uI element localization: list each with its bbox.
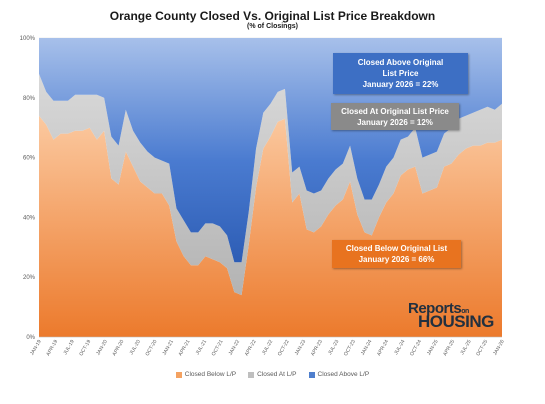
y-tick-label: 100% (20, 36, 36, 42)
y-tick-label: 80% (23, 96, 36, 102)
annotation-above: Closed Above Original List Price January… (333, 53, 468, 94)
annotation-at: Closed At Original List Price January 20… (331, 103, 459, 130)
x-tick-label: JUL-25 (459, 339, 472, 356)
legend-label-at: Closed At L/P (257, 371, 297, 378)
stacked-areas (39, 38, 502, 338)
x-tick-label: APR-22 (244, 339, 258, 357)
legend-item-above: Closed Above L/P (308, 371, 370, 378)
x-tick-label: JUL-22 (261, 339, 274, 356)
x-tick-label: OCT-23 (343, 339, 357, 357)
x-axis: JAN-19 APR-19 JUL-19 OCT-19 JAN-20 APR-20 JUL-… (29, 336, 506, 357)
legend-label-below: Closed Below L/P (184, 371, 237, 378)
chart-legend: Closed Below L/P Closed At L/P Closed Ab… (0, 371, 545, 378)
logo-word-housing: HOUSING (418, 312, 494, 331)
x-tick-label: JAN-25 (426, 339, 440, 357)
x-tick-label: APR-24 (376, 339, 390, 357)
x-tick-label: JUL-20 (129, 339, 142, 356)
x-tick-label: APR-19 (45, 339, 59, 357)
area-closed-above (39, 38, 502, 263)
area-closed-at (39, 73, 502, 296)
annotation-below: Closed Below Original List January 2026 … (332, 240, 461, 268)
x-tick-label: OCT-22 (277, 339, 291, 357)
annotation-at-line2: January 2026 = 12% (357, 117, 433, 127)
area-closed-below (39, 115, 502, 338)
x-tick-label: JAN-21 (161, 339, 175, 357)
y-tick-label: 40% (23, 215, 36, 221)
annotation-above-line3: January 2026 = 22% (362, 80, 439, 89)
x-tick-label: OCT-25 (475, 339, 489, 357)
y-tick-label: 60% (23, 156, 36, 162)
x-tick-label: JUL-23 (327, 339, 340, 356)
annotation-below-line1: Closed Below Original List (345, 244, 448, 253)
legend-label-above: Closed Above L/P (317, 371, 370, 378)
annotation-at-line1: Closed At Original List Price (341, 106, 449, 116)
x-tick-label: JUL-21 (195, 339, 208, 356)
x-tick-label: JAN-20 (95, 339, 109, 357)
legend-swatch-below (175, 371, 182, 378)
x-tick-label: APR-20 (111, 339, 125, 357)
legend-item-below: Closed Below L/P (175, 371, 237, 378)
reports-on-housing-logo: Reportson HOUSING (408, 300, 494, 332)
x-tick-label: JAN-26 (492, 339, 506, 357)
x-tick-label: OCT-20 (145, 339, 159, 357)
x-tick-label: APR-21 (178, 339, 192, 357)
logo-word-on: on (461, 308, 469, 315)
x-tick-label: JAN-19 (29, 339, 43, 357)
annotation-below-line2: January 2026 = 66% (358, 255, 435, 264)
x-tick-label: OCT-19 (78, 339, 92, 357)
x-tick-label: OCT-21 (211, 339, 225, 357)
legend-swatch-at (248, 371, 255, 378)
x-tick-label: JAN-23 (294, 339, 308, 357)
x-tick-label: JAN-24 (360, 339, 374, 357)
x-tick-label: APR-23 (310, 339, 324, 357)
annotation-above-line2: List Price (382, 69, 419, 78)
y-axis: 0% 20% 40% 60% 80% 100% (20, 36, 36, 341)
y-tick-label: 20% (23, 275, 36, 281)
annotation-above-line1: Closed Above Original (357, 58, 444, 67)
x-tick-label: JUL-19 (63, 339, 76, 356)
legend-swatch-above (308, 371, 315, 378)
y-tick-label: 0% (26, 335, 35, 341)
x-tick-label: OCT-24 (409, 339, 423, 357)
chart-title: Orange County Closed Vs. Original List P… (109, 9, 436, 23)
logo-word-reports: Reports (408, 300, 462, 317)
x-tick-label: APR-25 (442, 339, 456, 357)
chart-subtitle: (% of Closings) (247, 23, 298, 30)
x-tick-label: JAN-22 (228, 339, 242, 357)
legend-item-at: Closed At L/P (248, 371, 297, 378)
x-tick-label: JUL-24 (393, 339, 406, 356)
